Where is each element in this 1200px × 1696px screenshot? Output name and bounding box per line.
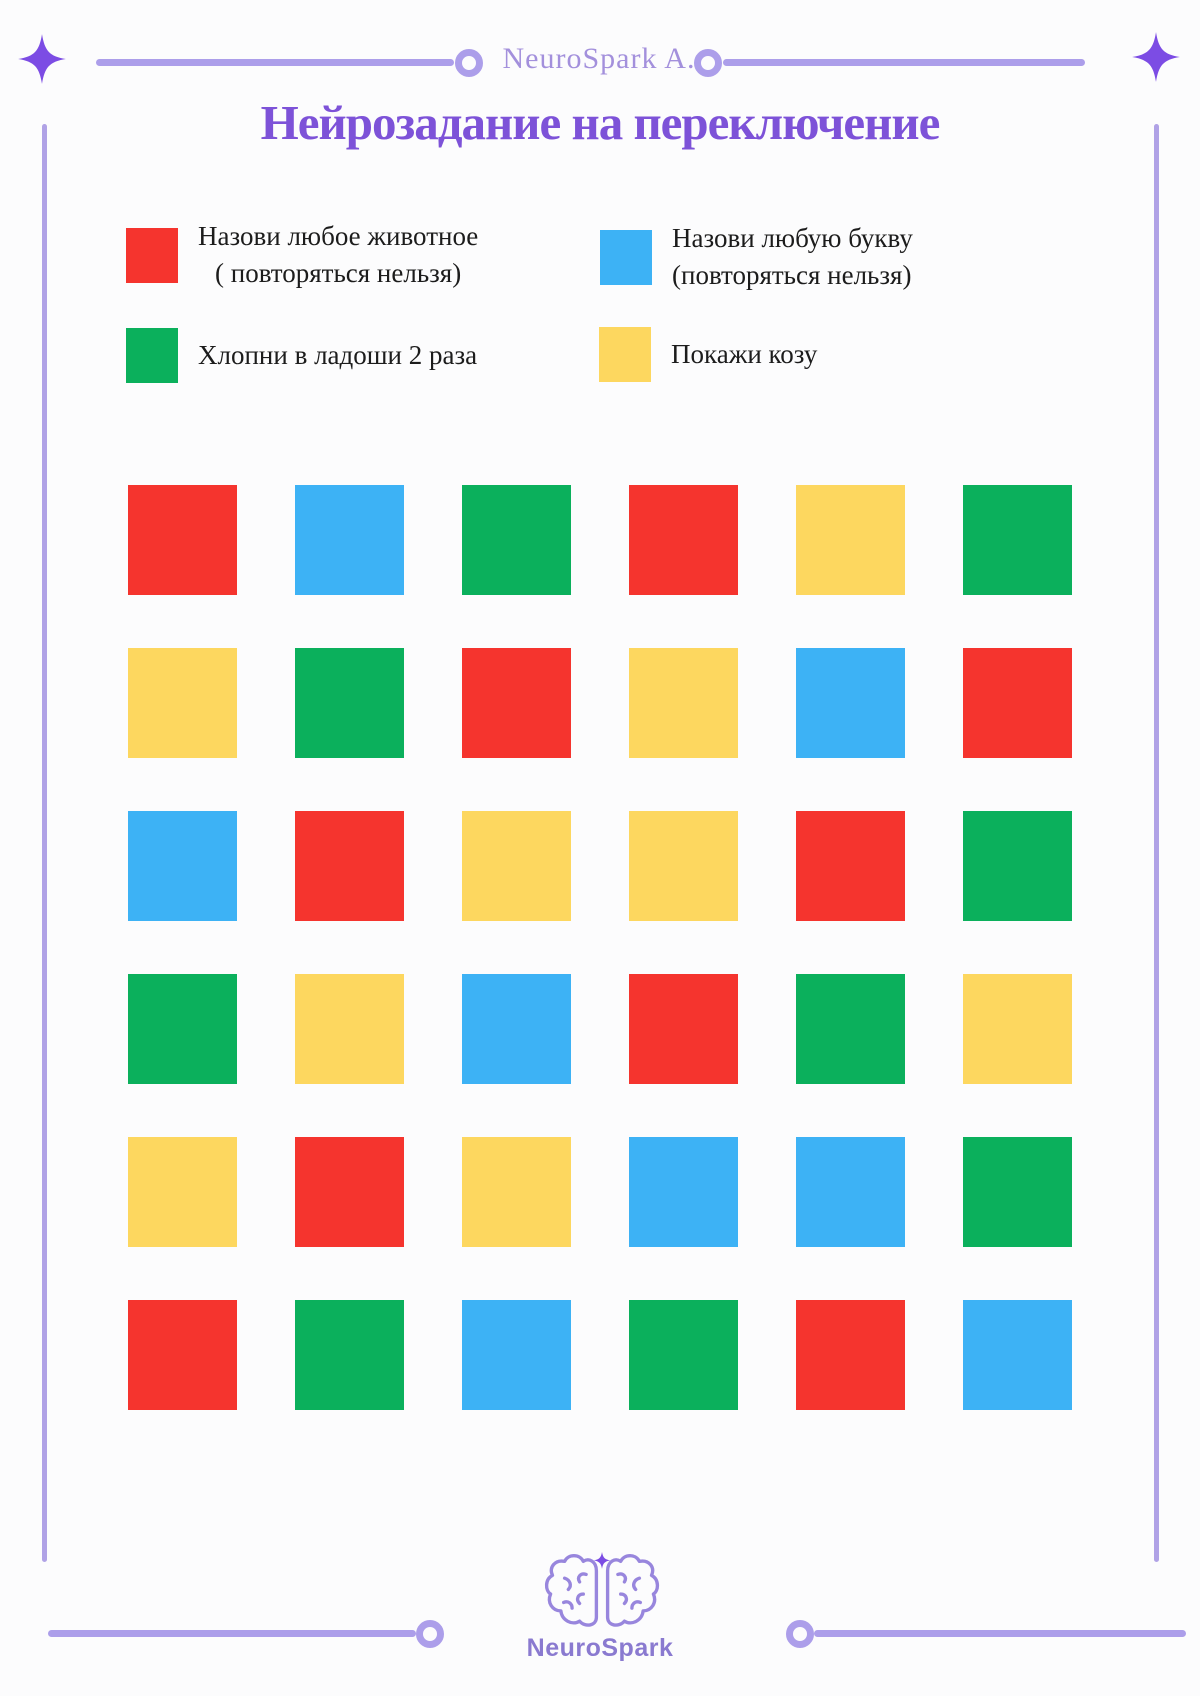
footer-divider-left xyxy=(48,1630,416,1637)
header-divider-left xyxy=(96,59,454,66)
grid-cell-r1c2-blue xyxy=(295,485,404,595)
grid-cell-r5c4-blue xyxy=(629,1137,738,1247)
grid-cell-r5c5-blue xyxy=(796,1137,905,1247)
grid-cell-r1c5-yellow xyxy=(796,485,905,595)
legend-swatch-blue xyxy=(600,229,652,285)
sparkle-star-icon xyxy=(18,34,66,84)
grid-cell-r4c2-yellow xyxy=(295,974,404,1084)
grid-cell-r2c1-yellow xyxy=(128,648,237,758)
legend-label: Покажи козу xyxy=(671,336,817,373)
grid-cell-r1c3-green xyxy=(462,485,571,595)
color-grid xyxy=(128,485,1072,1410)
grid-cell-r2c6-red xyxy=(963,648,1072,758)
grid-cell-r3c2-red xyxy=(295,811,404,921)
divider-ring-icon xyxy=(694,49,722,77)
legend-label: Назови любое животное ( повторяться нель… xyxy=(198,218,478,292)
grid-cell-r6c3-blue xyxy=(462,1300,571,1410)
grid-cell-r6c6-blue xyxy=(963,1300,1072,1410)
grid-cell-r5c1-yellow xyxy=(128,1137,237,1247)
grid-cell-r1c6-green xyxy=(963,485,1072,595)
legend-item-red: Назови любое животное ( повторяться нель… xyxy=(126,218,478,292)
grid-cell-r2c2-green xyxy=(295,648,404,758)
grid-cell-r5c6-green xyxy=(963,1137,1072,1247)
legend-swatch-yellow xyxy=(599,327,651,382)
footer-divider-right xyxy=(814,1630,1186,1637)
grid-cell-r2c4-yellow xyxy=(629,648,738,758)
legend-label: Назови любую букву (повторяться нельзя) xyxy=(672,220,913,294)
grid-cell-r2c5-blue xyxy=(796,648,905,758)
divider-ring-icon xyxy=(786,1620,814,1648)
legend-label-line: Хлопни в ладоши 2 раза xyxy=(198,340,478,370)
grid-cell-r6c4-green xyxy=(629,1300,738,1410)
grid-cell-r4c1-green xyxy=(128,974,237,1084)
grid-cell-r3c3-yellow xyxy=(462,811,571,921)
header-brand: NeuroSpark A. xyxy=(502,42,696,75)
grid-cell-r4c4-red xyxy=(629,974,738,1084)
legend-label-line: ( повторяться нельзя) xyxy=(215,258,462,288)
legend-label-line: (повторяться нельзя) xyxy=(672,260,912,290)
grid-cell-r2c3-red xyxy=(462,648,571,758)
grid-cell-r6c5-red xyxy=(796,1300,905,1410)
grid-cell-r1c1-red xyxy=(128,485,237,595)
grid-cell-r6c2-green xyxy=(295,1300,404,1410)
grid-cell-r4c3-blue xyxy=(462,974,571,1084)
legend-label: Хлопни в ладоши 2 раза xyxy=(198,337,477,374)
footer-brand: NeuroSpark xyxy=(526,1634,674,1662)
sparkle-star-icon xyxy=(1132,32,1180,82)
legend-label-line: Назови любую букву xyxy=(672,223,913,253)
legend-item-green: Хлопни в ладоши 2 раза xyxy=(126,328,477,383)
divider-ring-icon xyxy=(416,1620,444,1648)
grid-cell-r4c5-green xyxy=(796,974,905,1084)
page-border-left xyxy=(42,124,47,1562)
legend-label-line: Назови любое животное xyxy=(198,221,479,251)
grid-cell-r3c6-green xyxy=(963,811,1072,921)
legend-swatch-green xyxy=(126,328,178,383)
grid-cell-r3c4-yellow xyxy=(629,811,738,921)
page-border-right xyxy=(1154,124,1159,1562)
legend-item-blue: Назови любую букву (повторяться нельзя) xyxy=(600,220,913,294)
legend-item-yellow: Покажи козу xyxy=(599,327,817,382)
page-title: Нейрозадание на переключение xyxy=(260,95,941,150)
grid-cell-r4c6-yellow xyxy=(963,974,1072,1084)
divider-ring-icon xyxy=(455,49,483,77)
grid-cell-r6c1-red xyxy=(128,1300,237,1410)
grid-cell-r5c3-yellow xyxy=(462,1137,571,1247)
brain-logo-icon xyxy=(544,1552,660,1627)
grid-cell-r1c4-red xyxy=(629,485,738,595)
header-divider-right xyxy=(723,59,1085,66)
legend-swatch-red xyxy=(126,227,178,283)
grid-cell-r5c2-red xyxy=(295,1137,404,1247)
grid-cell-r3c5-red xyxy=(796,811,905,921)
legend-label-line: Покажи козу xyxy=(671,339,818,369)
grid-cell-r3c1-blue xyxy=(128,811,237,921)
